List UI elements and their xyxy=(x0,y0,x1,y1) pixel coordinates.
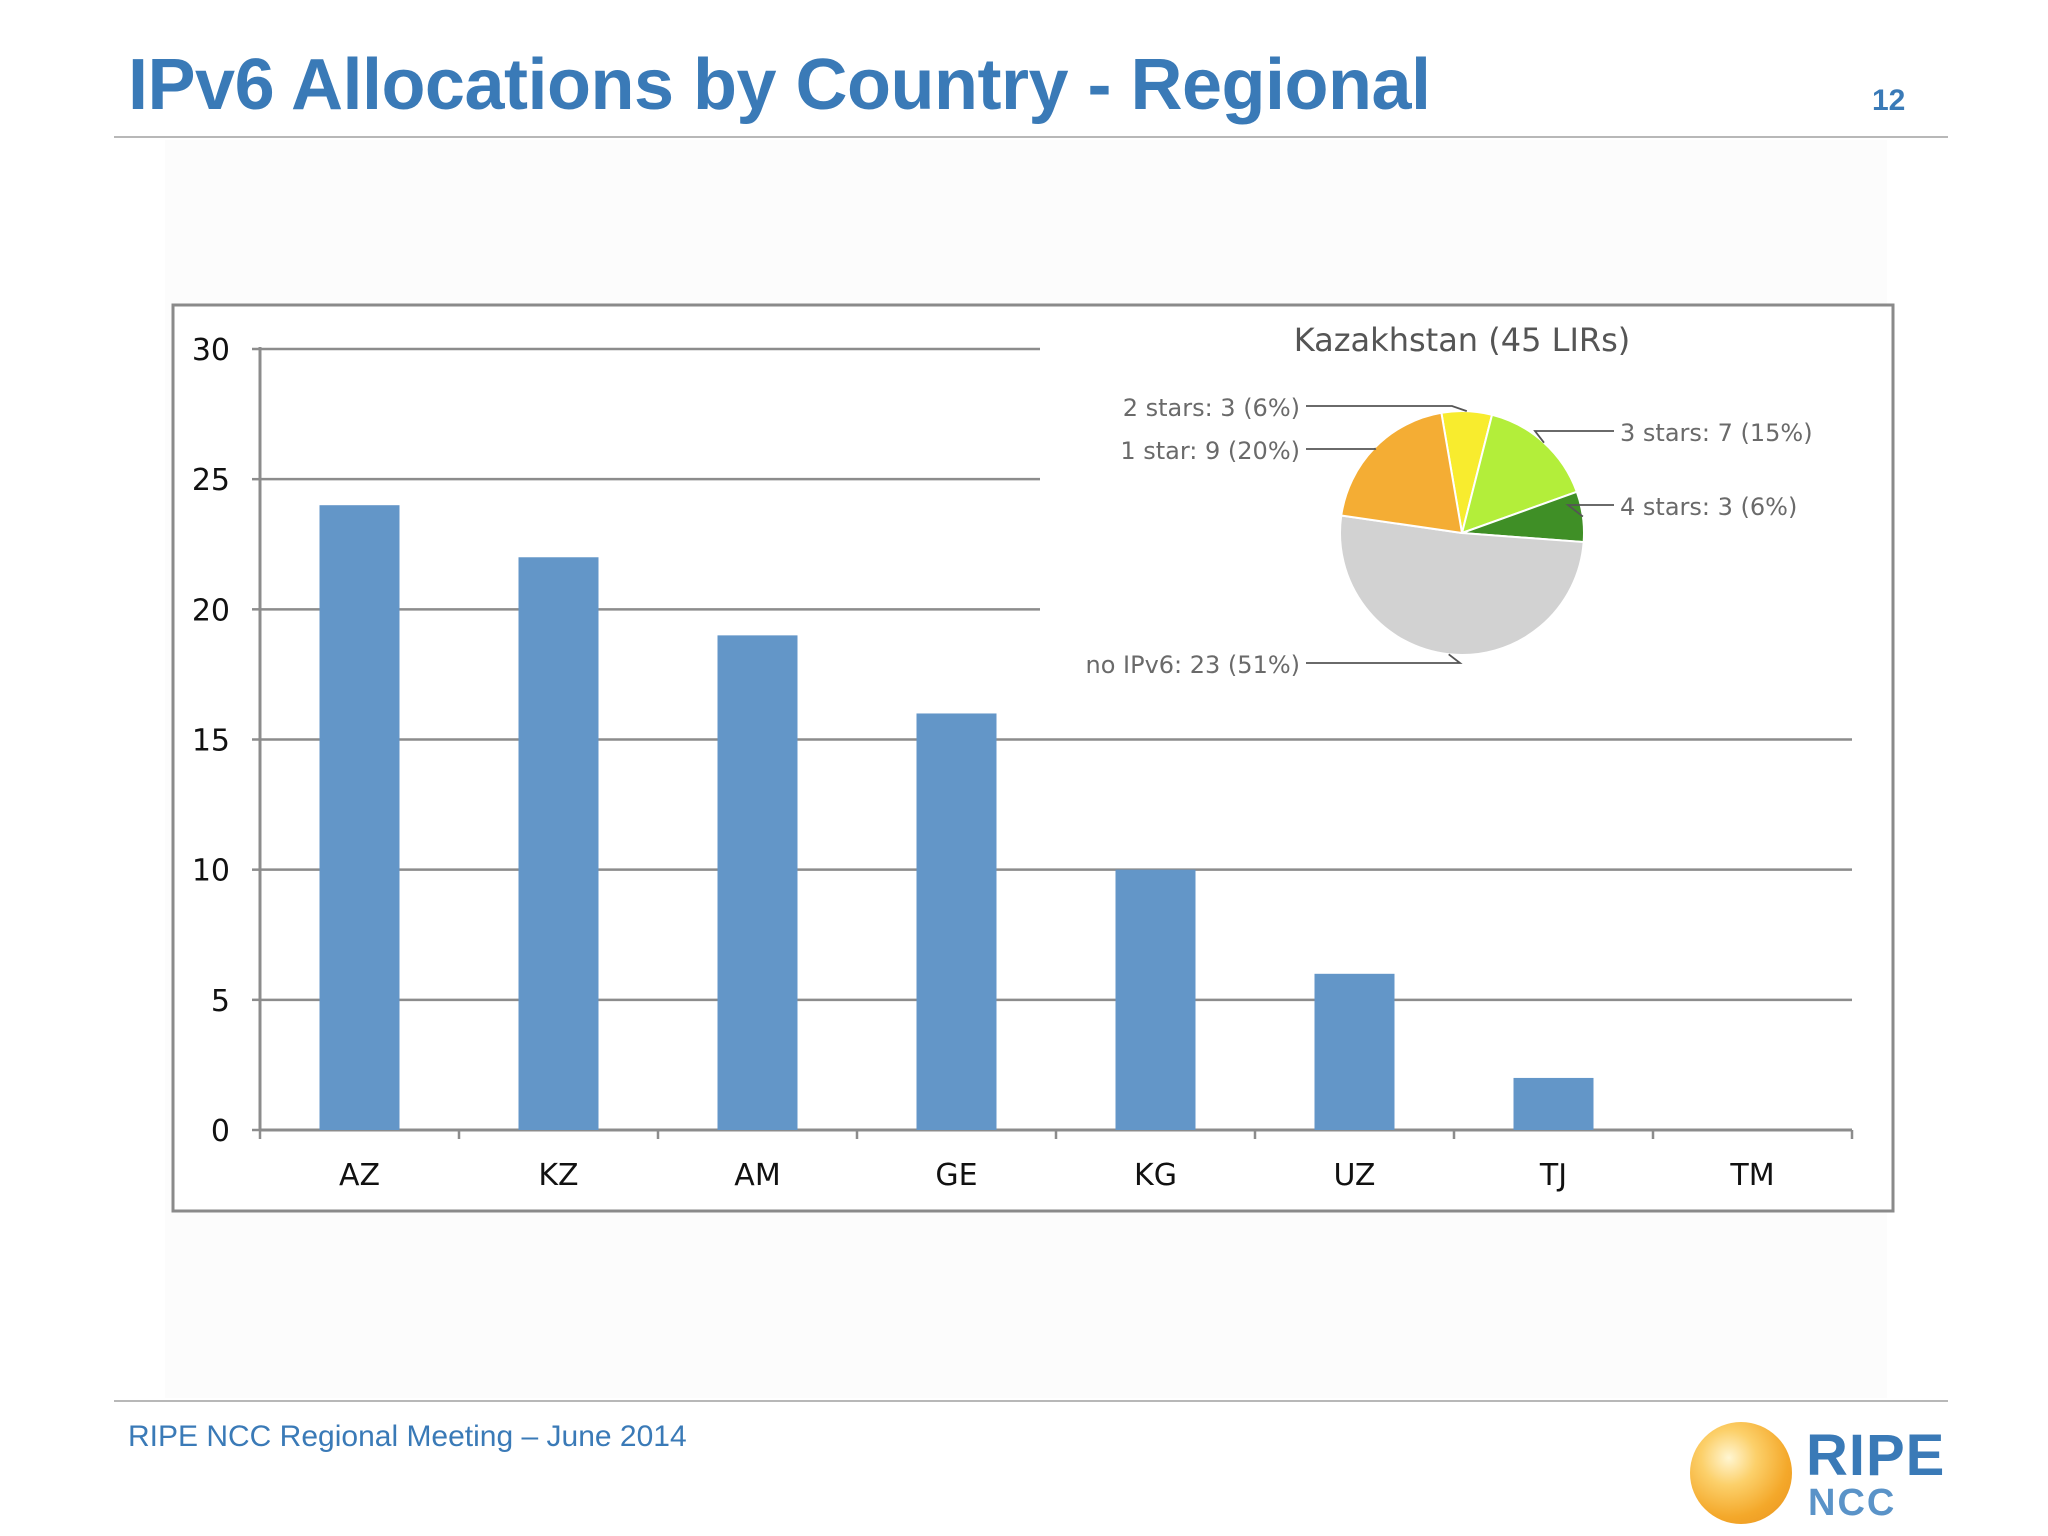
bar-chart: 0 5 10 15 20 25 30 AZ KZ AM GE KG UZ TJ TM xyxy=(192,333,1854,1193)
x-tick-label: KG xyxy=(1134,1158,1177,1193)
y-tick-label: 30 xyxy=(192,333,230,368)
x-tick-label: KZ xyxy=(538,1158,578,1193)
x-tick-label: AZ xyxy=(339,1158,380,1193)
x-tick-label: AM xyxy=(734,1158,780,1193)
slide-title: IPv6 Allocations by Country - Regional xyxy=(128,45,1431,125)
pie-leader-line xyxy=(1306,405,1468,412)
x-tick-label: TM xyxy=(1729,1158,1774,1193)
pie-chart: Kazakhstan (45 LIRs) 2 stars: 3 (6%) 3 sta… xyxy=(1086,321,1813,679)
y-tick-label: 25 xyxy=(192,463,230,498)
bottom-divider xyxy=(114,1400,1948,1402)
bar-uz xyxy=(1314,973,1395,1130)
pie-leader-line xyxy=(1306,653,1463,664)
chart-frame xyxy=(171,303,1895,1213)
pie-label: no IPv6: 23 (51%) xyxy=(1086,651,1301,679)
globe-icon xyxy=(1690,1422,1792,1524)
bar-tj xyxy=(1513,1077,1594,1130)
top-divider xyxy=(114,136,1948,138)
pie-title: Kazakhstan (45 LIRs) xyxy=(1294,321,1631,359)
pie-leader-line xyxy=(1306,447,1377,450)
bar-kz xyxy=(518,557,599,1130)
pie-leader-line xyxy=(1533,430,1614,444)
page-number: 12 xyxy=(1872,84,1906,117)
y-tick-label: 5 xyxy=(211,984,230,1019)
pie-leader-line xyxy=(1565,504,1614,518)
logo-ripe: RIPE xyxy=(1806,1423,1946,1488)
x-tick-label: TJ xyxy=(1539,1158,1567,1193)
pie-label: 1 star: 9 (20%) xyxy=(1120,437,1300,465)
y-tick-label: 20 xyxy=(192,593,230,628)
y-tick-label: 15 xyxy=(192,724,230,759)
y-tick-label: 10 xyxy=(192,854,230,889)
pie-slice xyxy=(1460,413,1579,535)
pie-slice xyxy=(1338,514,1585,657)
pie-label: 4 stars: 3 (6%) xyxy=(1620,493,1797,521)
pie-label: 3 stars: 7 (15%) xyxy=(1620,419,1813,447)
bar-kg xyxy=(1115,869,1196,1130)
logo-ncc: NCC xyxy=(1808,1482,1897,1524)
y-tick-label: 0 xyxy=(211,1114,230,1149)
pie-label: 2 stars: 3 (6%) xyxy=(1123,394,1300,422)
x-tick-label: UZ xyxy=(1334,1158,1376,1193)
footer-text: RIPE NCC Regional Meeting – June 2014 xyxy=(128,1420,687,1453)
x-tick-label: GE xyxy=(935,1158,977,1193)
bar-am xyxy=(717,635,798,1130)
bar-ge xyxy=(916,713,997,1130)
ripe-ncc-logo: RIPE NCC xyxy=(1690,1418,1960,1526)
bar-az xyxy=(319,505,400,1130)
